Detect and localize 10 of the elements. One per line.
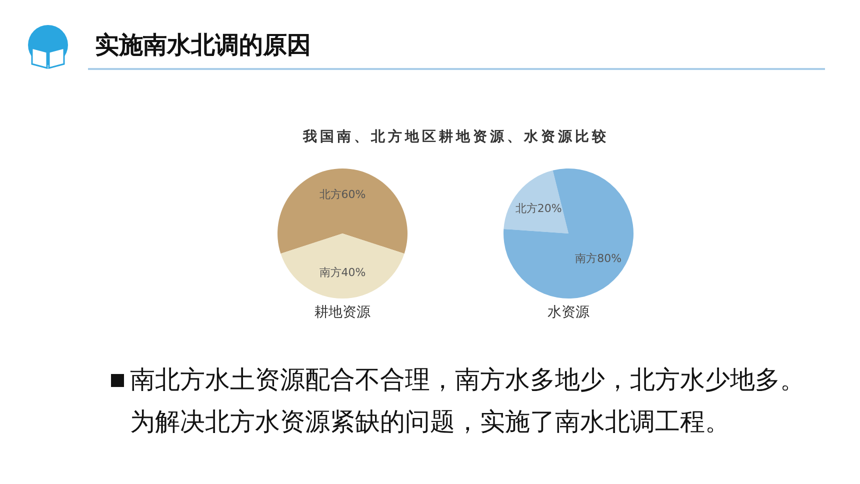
chart-title: 实施南水北调的原因 (95, 30, 311, 60)
slice-label: 北方20% (515, 202, 562, 215)
text: 南北方水土资源配合不合理，南方水多地少，北方水少地多。 (130, 365, 805, 394)
text: 耕地资源 (314, 304, 370, 320)
text: 水资源 (548, 304, 590, 320)
text: 为解决北方水资源紧缺的问题，实施了南水北调工程。 (130, 407, 730, 436)
slice-label: 南方80% (575, 252, 622, 266)
slice-label: 南方40% (319, 266, 366, 279)
slice-label: 北方60% (319, 188, 366, 201)
text: 我国南、北方地区耕地资源、水资源比较 (302, 128, 610, 147)
